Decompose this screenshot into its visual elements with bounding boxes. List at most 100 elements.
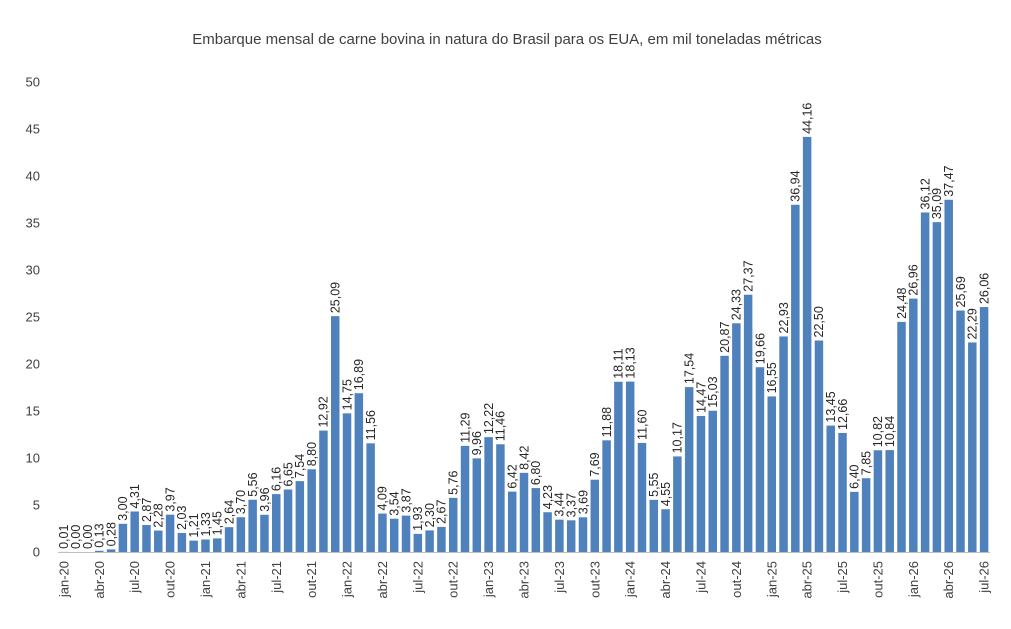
- x-tick-label: jan-22: [340, 561, 355, 598]
- y-tick-label: 5: [33, 498, 40, 513]
- bar: [307, 469, 316, 552]
- data-label: 5,76: [447, 470, 461, 494]
- y-tick-label: 45: [26, 122, 40, 137]
- bar: [755, 367, 765, 552]
- data-label: 0,01: [57, 525, 71, 549]
- x-tick-label: out-23: [587, 561, 602, 598]
- bar: [614, 381, 623, 552]
- data-label: 5,56: [246, 472, 260, 496]
- data-label: 18,11: [612, 348, 626, 378]
- data-label: 0,28: [104, 522, 118, 546]
- x-tick-label: jan-26: [906, 561, 921, 598]
- x-tick-label: jul-26: [977, 561, 992, 594]
- x-tick-label: abr-25: [800, 561, 815, 599]
- data-label: 6,80: [529, 461, 543, 485]
- data-label: 22,93: [777, 302, 791, 333]
- data-label: 26,06: [977, 273, 991, 304]
- data-label: 6,40: [848, 464, 862, 488]
- data-label: 4,31: [128, 484, 142, 508]
- bar: [354, 393, 364, 552]
- y-axis: 0 5 10 15 20 25 30 35 40 45 50: [26, 75, 40, 560]
- bar: [885, 450, 894, 552]
- data-label: 11,29: [458, 412, 472, 442]
- bar: [555, 519, 564, 552]
- bar: [637, 442, 647, 552]
- data-label: 18,13: [623, 347, 637, 378]
- x-tick-label: jul-20: [127, 561, 142, 594]
- bar: [142, 525, 151, 552]
- x-tick-label: abr-23: [517, 561, 532, 599]
- bar-series: [59, 136, 989, 552]
- data-label: 1,45: [211, 511, 225, 535]
- y-tick-label: 40: [26, 169, 40, 184]
- bar: [531, 488, 541, 552]
- x-tick-label: abr-24: [658, 561, 673, 599]
- bar: [543, 512, 552, 552]
- bar: [437, 526, 446, 552]
- y-tick-label: 10: [26, 451, 40, 466]
- bar: [767, 396, 776, 552]
- data-label: 4,23: [541, 485, 555, 509]
- x-tick-label: out-21: [304, 561, 319, 598]
- data-label: 2,64: [222, 500, 236, 524]
- data-label: 14,47: [694, 382, 708, 413]
- bar: [248, 499, 257, 552]
- data-label: 7,69: [588, 452, 602, 476]
- bar: [366, 443, 375, 552]
- bar: [956, 310, 965, 552]
- bar: [260, 514, 269, 552]
- bar: [684, 387, 694, 552]
- x-tick-label: abr-22: [375, 561, 390, 599]
- x-tick-label: jul-21: [269, 561, 284, 594]
- data-label: 22,29: [966, 308, 980, 339]
- data-label: 2,03: [175, 506, 189, 530]
- data-label: 3,37: [564, 493, 578, 517]
- data-label: 3,70: [234, 490, 248, 514]
- bar: [154, 530, 163, 552]
- data-label: 6,16: [270, 467, 284, 491]
- bar: [224, 527, 234, 552]
- data-label: 13,45: [824, 391, 838, 422]
- data-label: 0,00: [81, 525, 95, 549]
- bar: [802, 136, 812, 552]
- data-label: 2,87: [140, 498, 154, 522]
- bar: [448, 497, 458, 552]
- x-tick-label: jul-22: [410, 561, 425, 594]
- y-tick-label: 50: [26, 75, 40, 90]
- data-label: 1,33: [199, 512, 213, 536]
- data-label: 16,89: [352, 359, 366, 390]
- data-label: 8,80: [305, 442, 319, 466]
- bar: [425, 530, 434, 552]
- bar: [177, 532, 187, 552]
- bar: [897, 321, 906, 552]
- data-label: 7,54: [293, 454, 307, 478]
- data-label: 22,50: [812, 306, 826, 337]
- bar: [661, 509, 670, 552]
- x-tick-label: jul-25: [835, 561, 850, 594]
- data-label: 2,28: [152, 503, 166, 527]
- bar: [979, 307, 989, 552]
- x-tick-label: jan-24: [623, 561, 638, 598]
- data-label: 11,56: [364, 410, 378, 440]
- bar: [968, 342, 977, 552]
- bar: [920, 212, 930, 552]
- bar: [236, 517, 246, 552]
- bar: [720, 355, 729, 552]
- data-label: 3,96: [258, 487, 272, 511]
- y-tick-label: 30: [26, 263, 40, 278]
- bar: [95, 550, 104, 552]
- bar: [507, 491, 517, 552]
- bar: [826, 425, 835, 552]
- data-label: 35,09: [930, 188, 944, 219]
- x-tick-label: jan-23: [481, 561, 496, 598]
- bar: [401, 515, 411, 552]
- data-label: 12,22: [482, 403, 496, 434]
- data-label: 6,65: [281, 462, 295, 486]
- y-tick-label: 35: [26, 216, 40, 231]
- data-label: 0,00: [69, 525, 83, 549]
- bar: [283, 489, 293, 552]
- x-axis: jan-20 abr-20 jul-20 out-20 jan-21 abr-21 jul-…: [56, 561, 991, 599]
- x-tick-label: abr-20: [92, 561, 107, 599]
- data-label: 24,33: [730, 289, 744, 320]
